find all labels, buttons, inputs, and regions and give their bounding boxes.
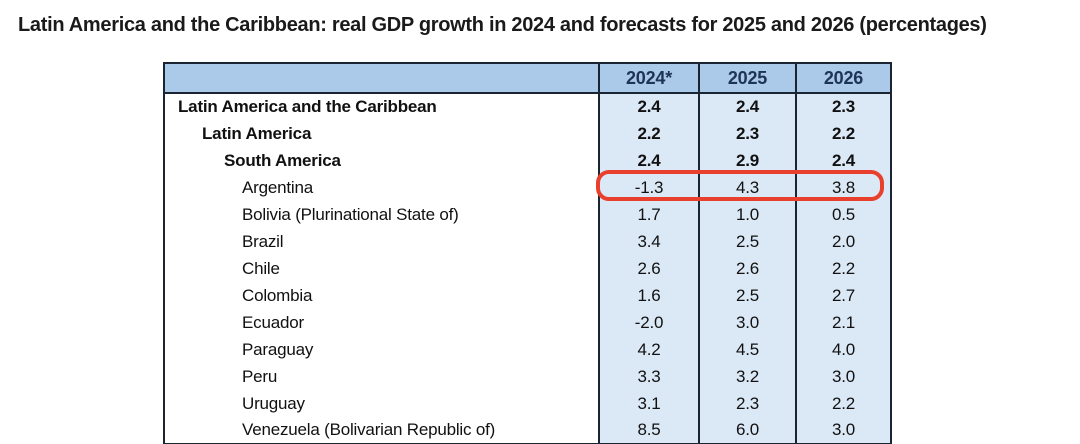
table-row: Venezuela (Bolivarian Republic of) 8.5 6.0… [164, 417, 891, 444]
table-row: Brazil 3.4 2.5 2.0 [164, 228, 891, 255]
value-cell-2024: 3.1 [598, 390, 699, 417]
value-cell-2024: 2.6 [598, 255, 699, 282]
header-col-2025: 2025 [698, 63, 796, 94]
row-label: South America [164, 147, 599, 174]
table-row: Latin America 2.2 2.3 2.2 [164, 120, 891, 147]
value-cell-2026: 2.2 [795, 120, 891, 147]
value-cell-2026: 2.0 [795, 228, 891, 255]
table-row: Paraguay 4.2 4.5 4.0 [164, 336, 891, 363]
gdp-growth-table: 2024* 2025 2026 Latin America and the Ca… [163, 62, 892, 444]
value-cell-2026: 4.0 [795, 336, 891, 363]
value-cell-2026: 2.2 [795, 255, 891, 282]
table-row: Chile 2.6 2.6 2.2 [164, 255, 891, 282]
value-cell-2026: 2.3 [795, 93, 891, 120]
row-label: Latin America and the Caribbean [164, 93, 599, 120]
row-label: Argentina [164, 174, 599, 201]
value-cell-2025: 2.6 [698, 255, 796, 282]
value-cell-2025: 4.5 [698, 336, 796, 363]
value-cell-2024: 2.4 [598, 147, 699, 174]
value-cell-2024: 3.3 [598, 363, 699, 390]
value-cell-2026: 2.7 [795, 282, 891, 309]
row-label: Colombia [164, 282, 599, 309]
value-cell-2026: 0.5 [795, 201, 891, 228]
table-row: Peru 3.3 3.2 3.0 [164, 363, 891, 390]
row-label: Latin America [164, 120, 599, 147]
value-cell-2026: 2.4 [795, 147, 891, 174]
value-cell-2026: 3.8 [795, 174, 891, 201]
figure-title: Latin America and the Caribbean: real GD… [18, 14, 987, 36]
row-label: Peru [164, 363, 599, 390]
value-cell-2026: 3.0 [795, 363, 891, 390]
value-cell-2025: 2.5 [698, 228, 796, 255]
value-cell-2024: 1.7 [598, 201, 699, 228]
row-label: Bolivia (Plurinational State of) [164, 201, 599, 228]
table-row: Argentina -1.3 4.3 3.8 [164, 174, 891, 201]
table-row: Uruguay 3.1 2.3 2.2 [164, 390, 891, 417]
value-cell-2025: 4.3 [698, 174, 796, 201]
table-row: Colombia 1.6 2.5 2.7 [164, 282, 891, 309]
table-row: Ecuador -2.0 3.0 2.1 [164, 309, 891, 336]
value-cell-2025: 2.9 [698, 147, 796, 174]
value-cell-2024: 3.4 [598, 228, 699, 255]
value-cell-2025: 2.4 [698, 93, 796, 120]
value-cell-2024: 2.4 [598, 93, 699, 120]
value-cell-2025: 6.0 [698, 417, 796, 444]
value-cell-2026: 3.0 [795, 417, 891, 444]
row-label: Brazil [164, 228, 599, 255]
value-cell-2025: 3.2 [698, 363, 796, 390]
header-col-2024: 2024* [598, 63, 699, 94]
row-label: Chile [164, 255, 599, 282]
row-label: Ecuador [164, 309, 599, 336]
value-cell-2025: 2.5 [698, 282, 796, 309]
value-cell-2024: 8.5 [598, 417, 699, 444]
header-empty-cell [164, 63, 599, 94]
row-label: Uruguay [164, 390, 599, 417]
table-row: Bolivia (Plurinational State of) 1.7 1.0 0.… [164, 201, 891, 228]
row-label: Venezuela (Bolivarian Republic of) [164, 417, 599, 444]
value-cell-2024: -2.0 [598, 309, 699, 336]
value-cell-2024: 2.2 [598, 120, 699, 147]
row-label: Paraguay [164, 336, 599, 363]
header-col-2026: 2026 [795, 63, 891, 94]
value-cell-2024: -1.3 [598, 174, 699, 201]
value-cell-2026: 2.1 [795, 309, 891, 336]
table-row: South America 2.4 2.9 2.4 [164, 147, 891, 174]
value-cell-2025: 2.3 [698, 390, 796, 417]
value-cell-2024: 1.6 [598, 282, 699, 309]
table: 2024* 2025 2026 Latin America and the Ca… [163, 62, 892, 444]
value-cell-2024: 4.2 [598, 336, 699, 363]
value-cell-2026: 2.2 [795, 390, 891, 417]
value-cell-2025: 2.3 [698, 120, 796, 147]
value-cell-2025: 3.0 [698, 309, 796, 336]
table-row: Latin America and the Caribbean 2.4 2.4 2.3 [164, 93, 891, 120]
value-cell-2025: 1.0 [698, 201, 796, 228]
header-row: 2024* 2025 2026 [164, 63, 891, 94]
